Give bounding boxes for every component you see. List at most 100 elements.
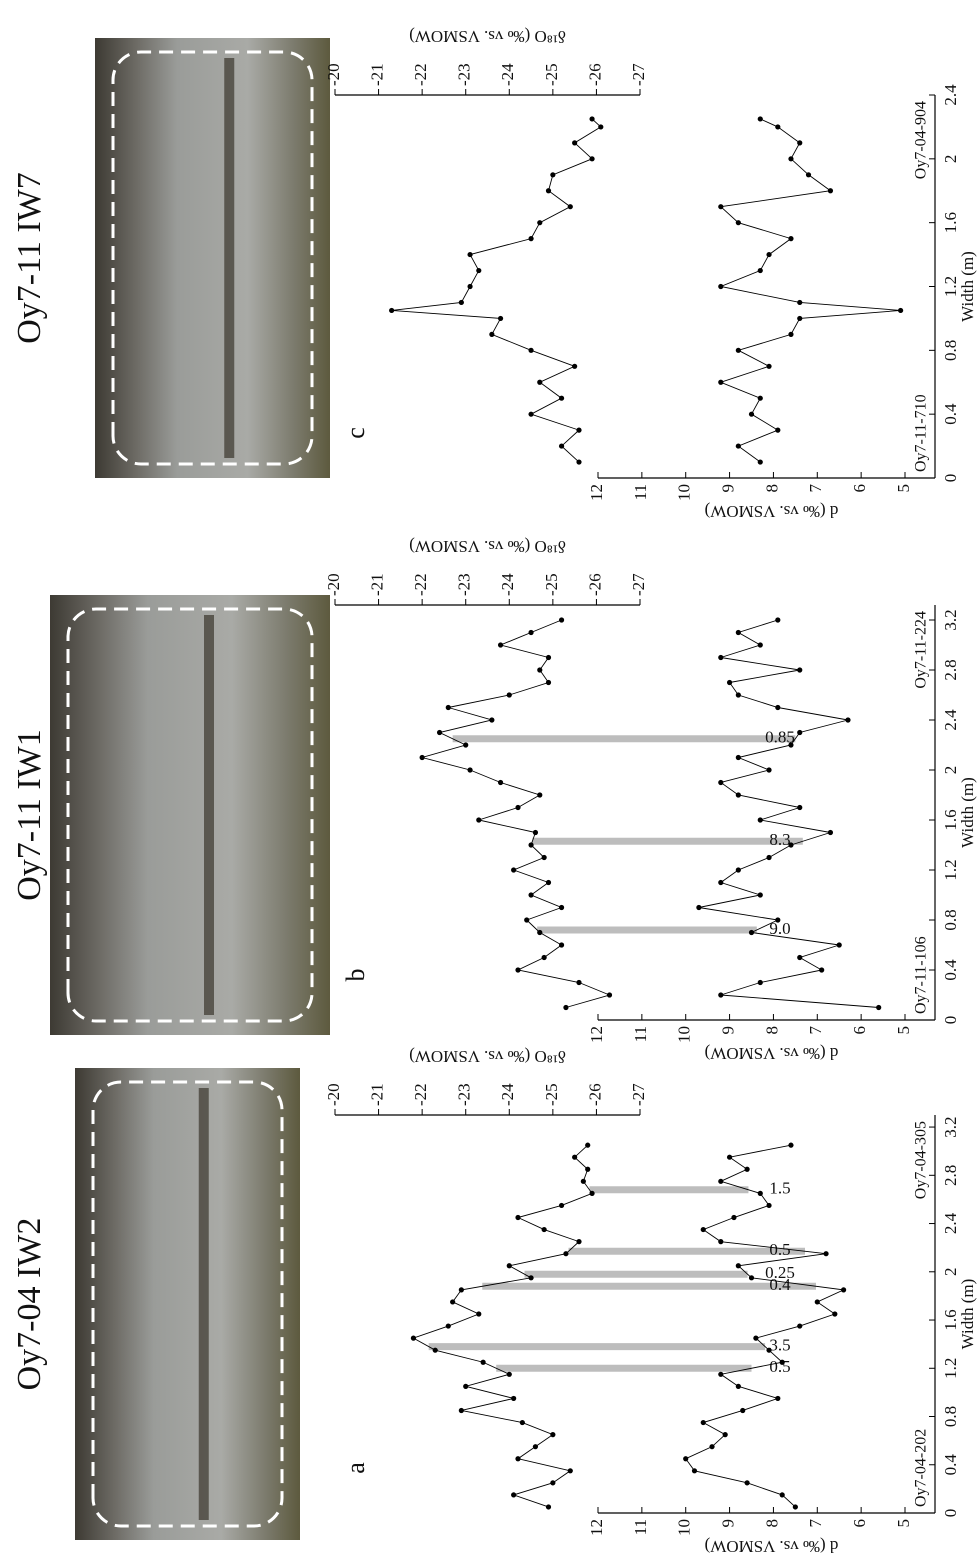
y2-tick-label: -22 bbox=[411, 63, 430, 86]
data-point bbox=[498, 316, 503, 321]
data-point bbox=[758, 268, 763, 273]
data-point bbox=[753, 1336, 758, 1341]
data-point bbox=[736, 443, 741, 448]
data-point bbox=[559, 905, 564, 910]
data-point bbox=[718, 880, 723, 885]
data-point bbox=[420, 755, 425, 760]
x-tick-label: 0 bbox=[941, 1509, 960, 1518]
data-point bbox=[788, 236, 793, 241]
y2-tick-label: -22 bbox=[411, 1083, 430, 1106]
data-point bbox=[723, 1432, 728, 1437]
data-point bbox=[797, 805, 802, 810]
data-point bbox=[718, 780, 723, 785]
x-tick-label: 3.2 bbox=[941, 1116, 960, 1137]
x-tick-label: 1.6 bbox=[941, 212, 960, 233]
x-tick-label: 2 bbox=[941, 766, 960, 775]
sample-label: Oy7-11-710 bbox=[913, 394, 930, 472]
panel-label: a bbox=[341, 1462, 370, 1474]
data-point bbox=[433, 1348, 438, 1353]
y-tick-label: 7 bbox=[806, 1519, 825, 1528]
y2-tick-label: -23 bbox=[455, 1083, 474, 1106]
panel-title: Oy7-04 IW2 bbox=[11, 1218, 48, 1391]
y2-tick-label: -27 bbox=[629, 573, 648, 596]
sample-label: Oy7-11-106 bbox=[913, 936, 930, 1014]
annotation-label: 0.25 bbox=[765, 1263, 795, 1282]
y2-tick-label: -22 bbox=[411, 573, 430, 596]
data-point bbox=[775, 617, 780, 622]
x-tick-label: 0.4 bbox=[941, 959, 960, 981]
x-tick-label: 0.4 bbox=[941, 1454, 960, 1476]
data-point bbox=[736, 692, 741, 697]
y-tick-label: 5 bbox=[894, 1026, 913, 1035]
x-tick-label: 3.2 bbox=[941, 609, 960, 630]
y2-tick-label: -27 bbox=[629, 1083, 648, 1106]
photo-dark-band bbox=[204, 615, 214, 1015]
data-point bbox=[718, 204, 723, 209]
y2-tick-label: -24 bbox=[498, 63, 517, 86]
y2-tick-label: -25 bbox=[542, 63, 561, 86]
data-point bbox=[568, 204, 573, 209]
data-point bbox=[528, 236, 533, 241]
data-point bbox=[701, 1227, 706, 1232]
data-point bbox=[550, 1480, 555, 1485]
data-point bbox=[727, 680, 732, 685]
data-point bbox=[718, 380, 723, 385]
data-point bbox=[563, 1251, 568, 1256]
data-point bbox=[533, 1444, 538, 1449]
data-point bbox=[467, 284, 472, 289]
data-point bbox=[788, 332, 793, 337]
y-tick-label: 11 bbox=[631, 484, 650, 500]
rotated-figure: Oy7-04 IW2a00.40.81.21.622.42.83.2567891… bbox=[11, 27, 977, 1555]
data-point bbox=[476, 817, 481, 822]
x-axis-title: Width (m) bbox=[958, 1279, 977, 1350]
data-point bbox=[775, 428, 780, 433]
data-point bbox=[537, 930, 542, 935]
data-point bbox=[780, 1360, 785, 1365]
y2-tick-label: -27 bbox=[629, 63, 648, 86]
data-point bbox=[481, 1360, 486, 1365]
data-point bbox=[559, 617, 564, 622]
y-tick-label: 12 bbox=[587, 1026, 606, 1043]
data-point bbox=[598, 124, 603, 129]
data-point bbox=[745, 1167, 750, 1172]
data-point bbox=[797, 316, 802, 321]
data-point bbox=[797, 730, 802, 735]
data-point bbox=[437, 730, 442, 735]
data-point bbox=[533, 830, 538, 835]
data-point bbox=[511, 867, 516, 872]
data-point bbox=[537, 380, 542, 385]
data-point bbox=[542, 1227, 547, 1232]
data-point bbox=[537, 667, 542, 672]
annotation-label: 8.3 bbox=[769, 830, 790, 849]
data-point bbox=[467, 767, 472, 772]
data-point bbox=[780, 1492, 785, 1497]
data-line bbox=[413, 1145, 592, 1507]
data-point bbox=[841, 1287, 846, 1292]
data-point bbox=[550, 1432, 555, 1437]
data-point bbox=[489, 717, 494, 722]
data-point bbox=[576, 428, 581, 433]
data-point bbox=[515, 805, 520, 810]
y2-tick-label: -24 bbox=[498, 573, 517, 596]
data-point bbox=[731, 1215, 736, 1220]
data-point bbox=[446, 705, 451, 710]
data-point bbox=[832, 1311, 837, 1316]
data-point bbox=[775, 705, 780, 710]
data-point bbox=[411, 1336, 416, 1341]
photo-dark-band bbox=[224, 58, 234, 458]
y-tick-label: 6 bbox=[850, 484, 869, 493]
data-point bbox=[788, 842, 793, 847]
y2-tick-label: -26 bbox=[585, 573, 604, 596]
sample-label: Oy7-04-904 bbox=[913, 101, 930, 179]
data-point bbox=[766, 855, 771, 860]
y-tick-label: 12 bbox=[587, 1519, 606, 1536]
data-point bbox=[718, 655, 723, 660]
y-tick-label: 12 bbox=[587, 484, 606, 501]
y2-tick-label: -21 bbox=[367, 63, 386, 86]
data-point bbox=[898, 308, 903, 313]
data-point bbox=[736, 867, 741, 872]
annotation-label: 3.5 bbox=[769, 1335, 790, 1354]
data-point bbox=[563, 1005, 568, 1010]
data-point bbox=[546, 680, 551, 685]
data-point bbox=[736, 1263, 741, 1268]
